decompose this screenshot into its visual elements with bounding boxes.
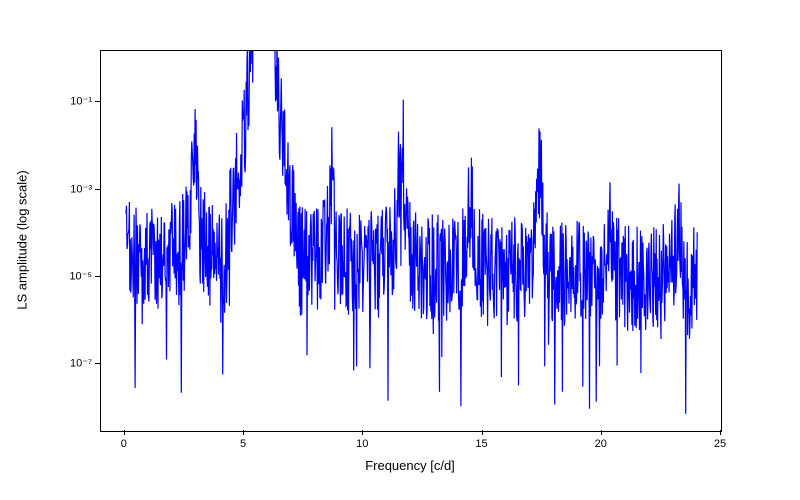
x-tick-label: 20 bbox=[595, 438, 607, 450]
x-axis-label: Frequency [c/d] bbox=[365, 458, 455, 473]
y-tick-label: 10⁻¹ bbox=[70, 95, 92, 108]
x-tick bbox=[124, 430, 125, 435]
x-tick bbox=[601, 430, 602, 435]
spectrum-line bbox=[101, 51, 721, 431]
x-tick-label: 0 bbox=[121, 438, 127, 450]
x-tick-label: 10 bbox=[356, 438, 368, 450]
y-tick-label: 10⁻³ bbox=[70, 182, 92, 195]
x-tick bbox=[362, 430, 363, 435]
y-tick bbox=[95, 189, 100, 190]
spectrum-path bbox=[126, 51, 697, 414]
y-tick bbox=[95, 101, 100, 102]
y-axis-label: LS amplitude (log scale) bbox=[15, 170, 30, 309]
y-tick-label: 10⁻⁵ bbox=[69, 270, 92, 283]
x-tick bbox=[720, 430, 721, 435]
y-tick bbox=[95, 276, 100, 277]
y-tick bbox=[95, 363, 100, 364]
x-tick bbox=[482, 430, 483, 435]
x-tick bbox=[243, 430, 244, 435]
x-tick-label: 15 bbox=[475, 438, 487, 450]
x-tick-label: 25 bbox=[714, 438, 726, 450]
plot-area bbox=[100, 50, 722, 432]
y-tick-label: 10⁻⁷ bbox=[70, 357, 92, 370]
x-tick-label: 5 bbox=[240, 438, 246, 450]
figure: LS amplitude (log scale) Frequency [c/d]… bbox=[0, 0, 800, 500]
